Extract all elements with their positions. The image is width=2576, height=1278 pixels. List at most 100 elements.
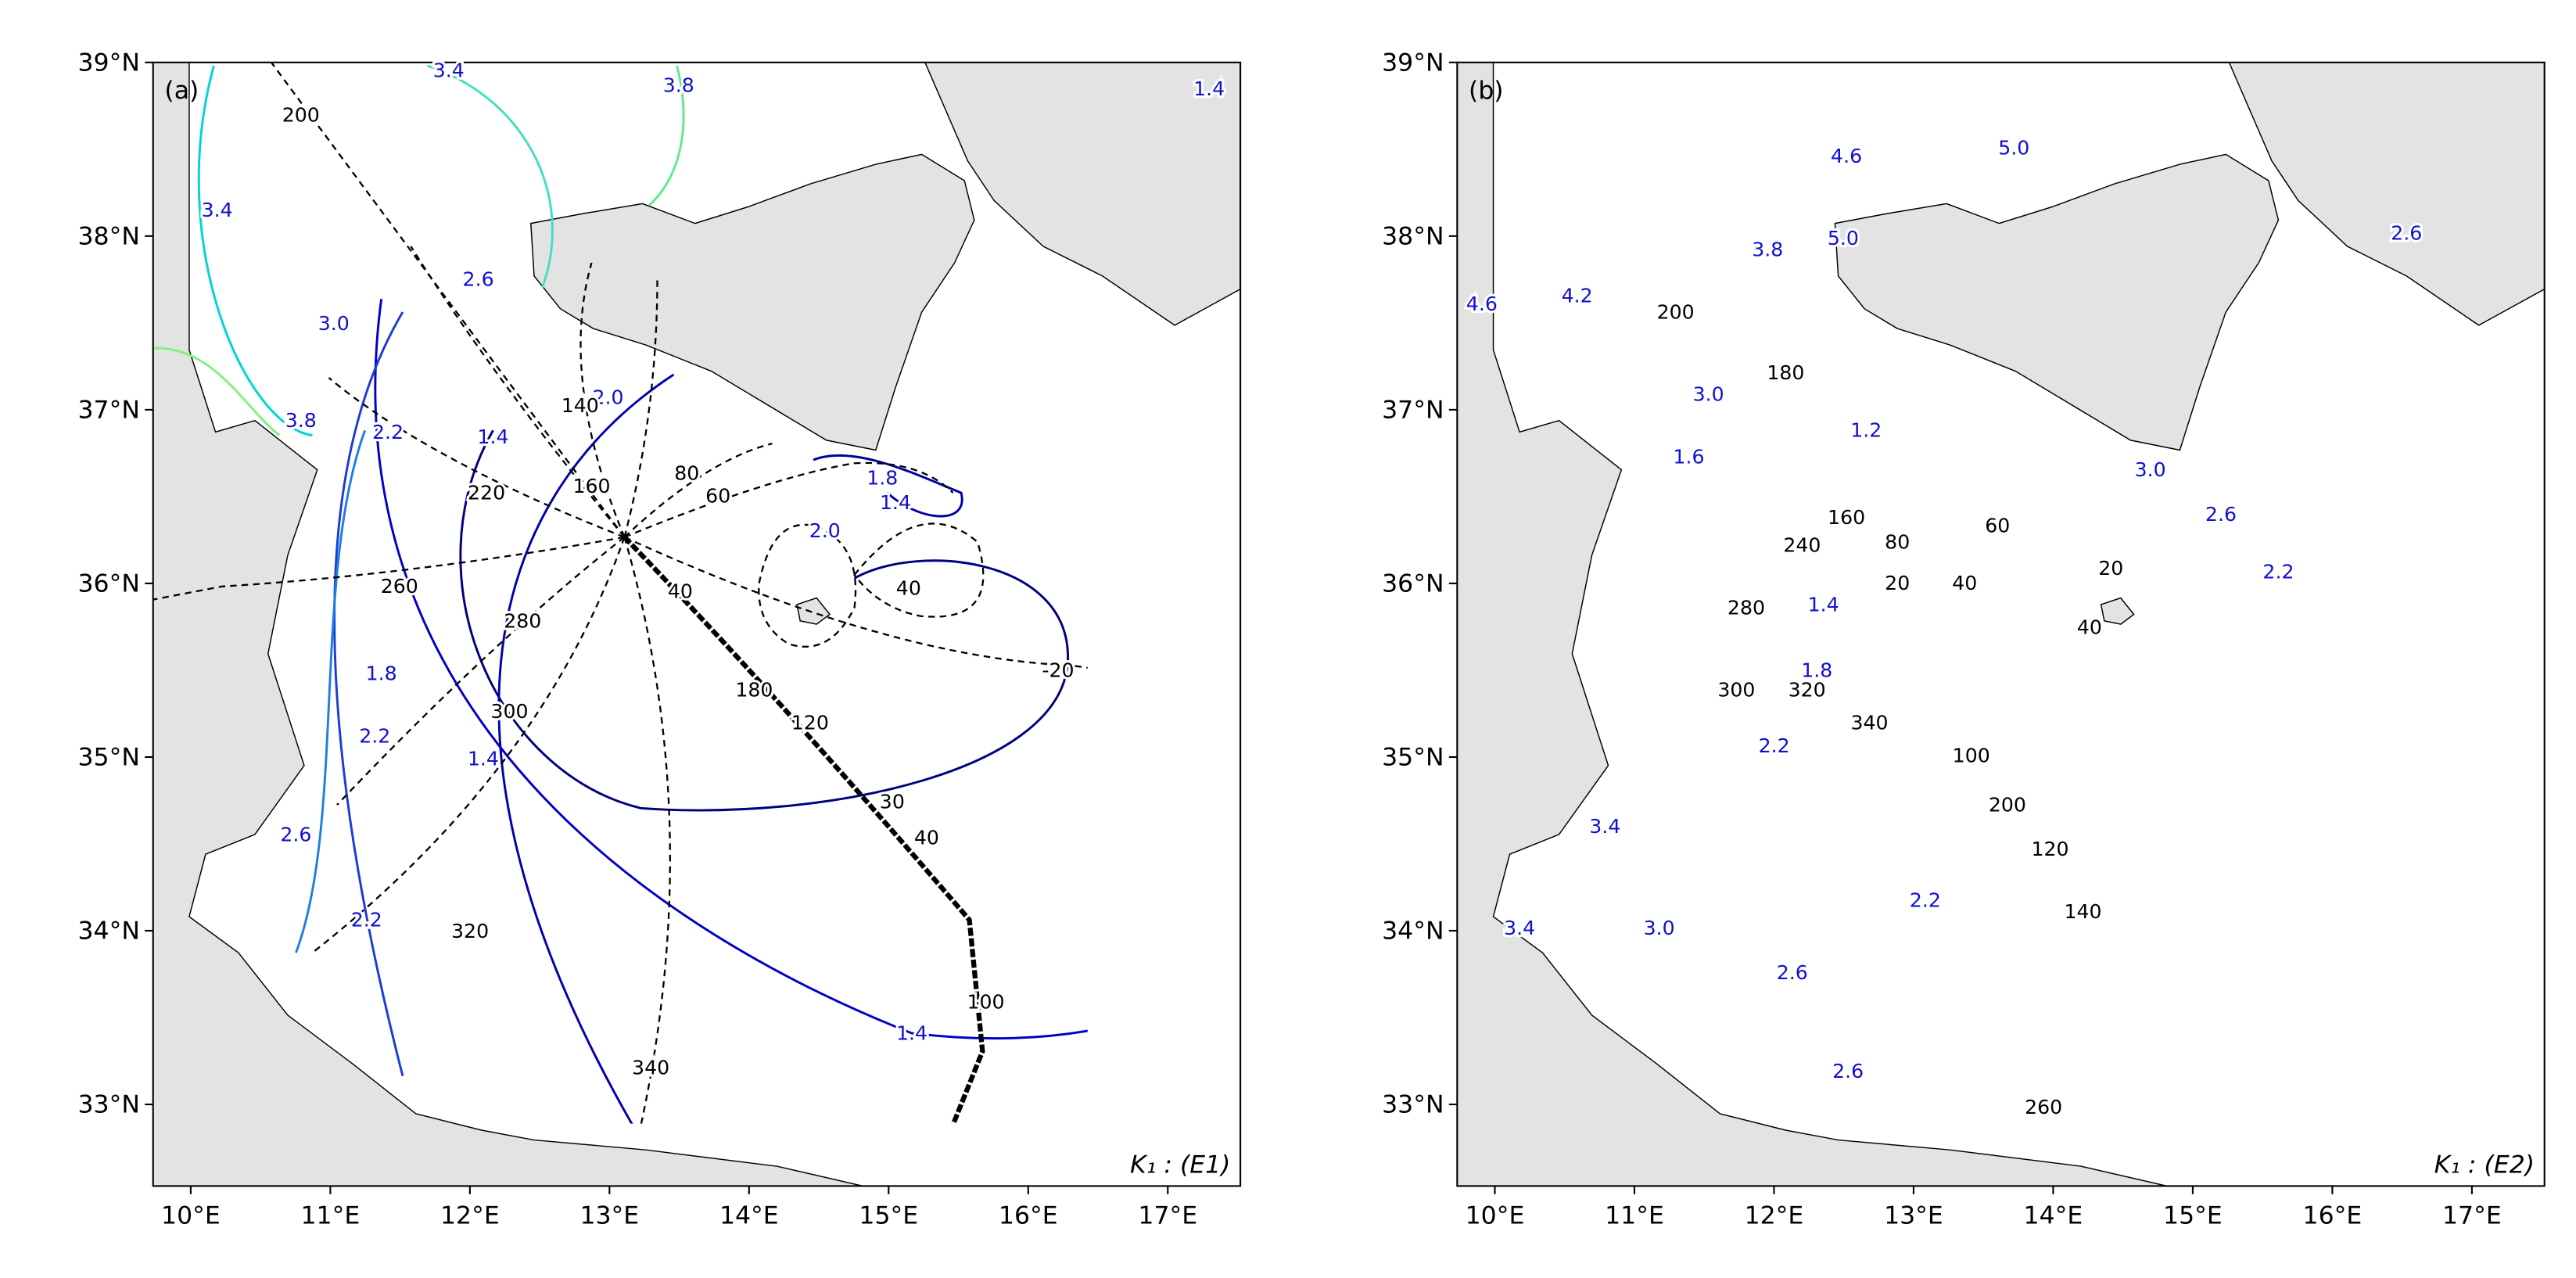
contour-label: 1.8 [1801,659,1832,681]
contour-label: 220 [468,481,505,504]
x-tick-label: 14°E [719,1202,779,1230]
contour-label: 30 [880,790,905,813]
contour-label: 3.0 [1644,917,1675,939]
y-tick-label: 33°N [78,1091,140,1119]
contour-label: 3.4 [1504,917,1535,939]
contour-label: 340 [1850,712,1888,734]
contour-label: 2.6 [280,823,311,845]
axes-frame [152,61,1242,1187]
contour-label: 40 [896,576,921,599]
contour-label: 2.2 [372,421,404,443]
phase-convergence [622,535,985,1124]
contour-label: 3.4 [433,59,465,82]
x-tick-label: 16°E [999,1202,1058,1230]
panel-label: (a) [164,77,199,105]
x-tick-label: 11°E [1605,1202,1664,1230]
amplitude-contour [1643,411,2185,526]
contour-label: 180 [1767,361,1804,384]
contour-label: 1.4 [477,425,508,448]
amplitude-contour [333,311,404,1077]
contour-label: 240 [1783,534,1821,557]
y-tick-label: 37°N [78,396,140,424]
contour-label: 200 [1657,300,1695,323]
x-tick-label: 15°E [2163,1202,2223,1230]
contour-label: 1.8 [866,467,898,490]
contour-label: 1.4 [896,1021,927,1044]
contour-label: 5.0 [1828,227,1859,249]
contour-label: 5.0 [1998,136,2029,159]
contour-label: 2.2 [359,724,390,747]
contour-label: 300 [1717,679,1755,702]
phase-contour [623,442,773,538]
amplitude-contour [459,429,1070,812]
contour-label: 280 [504,609,541,632]
amplitude-contour [648,65,685,206]
contour-label: 2.0 [809,519,841,542]
contour-label: 200 [282,103,320,126]
contour-label: 260 [2025,1096,2062,1118]
phase-contour [336,536,626,806]
axes-frame [1456,61,2546,1187]
panel-label: (b) [1469,77,1504,105]
contour-label: 1.6 [1673,445,1704,468]
contour-label: 2.0 [592,386,623,409]
contour-label: 20 [1885,572,1910,594]
contour-label: 120 [791,712,829,734]
phase-contour [853,522,985,618]
contour-label: 1.4 [1193,77,1225,100]
amplitude-contour [374,299,1088,1040]
contour-label: 60 [705,485,730,508]
y-tick-label: 36°N [1382,569,1444,598]
x-tick-label: 15°E [859,1202,918,1230]
y-tick-label: 34°N [78,917,140,945]
y-tick-label: 39°N [1382,48,1444,77]
phase-contour [1577,558,1853,961]
contour-label: 160 [1828,506,1865,529]
x-tick-label: 17°E [1138,1202,1197,1230]
phase-contour [1853,515,2053,558]
contour-label: 80 [674,461,699,484]
x-tick-label: 10°E [161,1202,221,1230]
contour-label: 1.4 [1808,593,1839,616]
contours [152,62,2185,1124]
x-tick-label: 14°E [2024,1202,2083,1230]
contour-label: 100 [967,991,1005,1014]
phase-contour [271,62,626,538]
contour-label: 200 [1989,794,2026,817]
panel-a-map [152,62,1241,1186]
contour-label: 3.8 [663,74,694,97]
x-tick-label: 17°E [2442,1202,2502,1230]
contour-label: 2.6 [1777,961,1808,984]
labels: 10°E 11°E 12°E 13°E 14°E 15°E 16°E 17°E 33°N 34°N… [78,48,2546,1230]
contour-label: 100 [1953,745,1990,767]
contour-label: 40 [1952,572,1977,594]
contour-label: 140 [561,394,599,417]
x-tick-label: 16°E [2303,1202,2363,1230]
contour-label: 1.2 [1850,419,1882,442]
contour-label: 40 [2077,616,2102,639]
contour-label: 3.4 [1589,815,1620,838]
y-tick-label: 38°N [78,222,140,250]
contour-label: 4.6 [1831,145,1862,167]
contour-label: 1.4 [880,491,911,514]
amplitude-contour [426,64,554,289]
amplitude-contour [497,373,675,1124]
contour-label: 140 [2064,900,2101,923]
x-tick-label: 12°E [1745,1202,1804,1230]
contour-label: 320 [451,920,489,942]
panel-caption: K₁ : (E1) [1130,1151,1230,1179]
phase-contour [1853,558,1878,920]
contour-label: 300 [490,700,528,723]
phase-contour [623,537,671,1124]
panel-b-map [1457,62,2545,1186]
contour-label: 260 [381,575,418,598]
y-tick-label: 34°N [1382,917,1444,945]
contour-label: 160 [572,475,610,497]
contour-label: 120 [2031,838,2068,860]
contour-label: 340 [632,1057,669,1079]
amplitude-contour [813,454,963,518]
contour-label: 40 [668,580,693,602]
amplitude-contour [295,429,367,953]
contour-label: 20 [2098,557,2123,580]
